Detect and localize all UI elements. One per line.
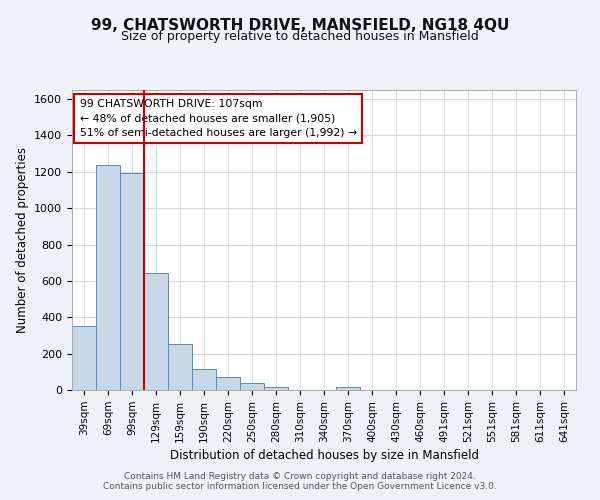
Text: 99, CHATSWORTH DRIVE, MANSFIELD, NG18 4QU: 99, CHATSWORTH DRIVE, MANSFIELD, NG18 4Q…	[91, 18, 509, 32]
Bar	[168, 344, 192, 390]
Text: Contains public sector information licensed under the Open Government Licence v3: Contains public sector information licen…	[103, 482, 497, 491]
Text: Size of property relative to detached houses in Mansfield: Size of property relative to detached ho…	[121, 30, 479, 43]
Bar	[96, 166, 120, 390]
Bar	[120, 172, 144, 390]
Text: Contains HM Land Registry data © Crown copyright and database right 2024.: Contains HM Land Registry data © Crown c…	[124, 472, 476, 481]
Bar	[192, 369, 216, 390]
X-axis label: Distribution of detached houses by size in Mansfield: Distribution of detached houses by size …	[170, 449, 479, 462]
Bar	[144, 272, 168, 390]
Bar	[240, 383, 264, 390]
Y-axis label: Number of detached properties: Number of detached properties	[16, 147, 29, 333]
Bar	[72, 326, 96, 390]
Bar	[216, 377, 240, 390]
Text: 99 CHATSWORTH DRIVE: 107sqm
← 48% of detached houses are smaller (1,905)
51% of : 99 CHATSWORTH DRIVE: 107sqm ← 48% of det…	[80, 99, 356, 138]
Bar	[336, 386, 360, 390]
Bar	[264, 386, 288, 390]
